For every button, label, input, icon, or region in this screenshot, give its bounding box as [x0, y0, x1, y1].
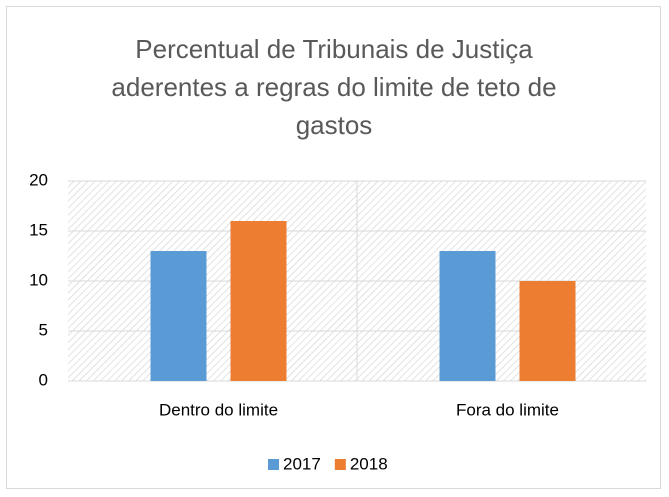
bar	[439, 251, 496, 381]
y-tick-label: 10	[29, 270, 48, 289]
y-tick-label: 5	[39, 320, 48, 339]
y-tick-label: 20	[29, 170, 48, 189]
y-tick-label: 0	[39, 370, 48, 389]
chart-title: Percentual de Tribunais de Justiça adere…	[111, 34, 557, 140]
legend-label: 2018	[350, 454, 388, 473]
bar	[230, 221, 287, 381]
y-tick-label: 15	[29, 220, 48, 239]
bar	[150, 251, 207, 381]
legend-label: 2017	[283, 454, 321, 473]
chart-frame	[6, 6, 661, 489]
legend-swatch	[268, 459, 279, 470]
bar	[519, 281, 576, 381]
x-tick-label: Dentro do limite	[159, 400, 278, 419]
legend-swatch	[334, 459, 346, 470]
x-tick-label: Fora do limite	[456, 400, 559, 419]
